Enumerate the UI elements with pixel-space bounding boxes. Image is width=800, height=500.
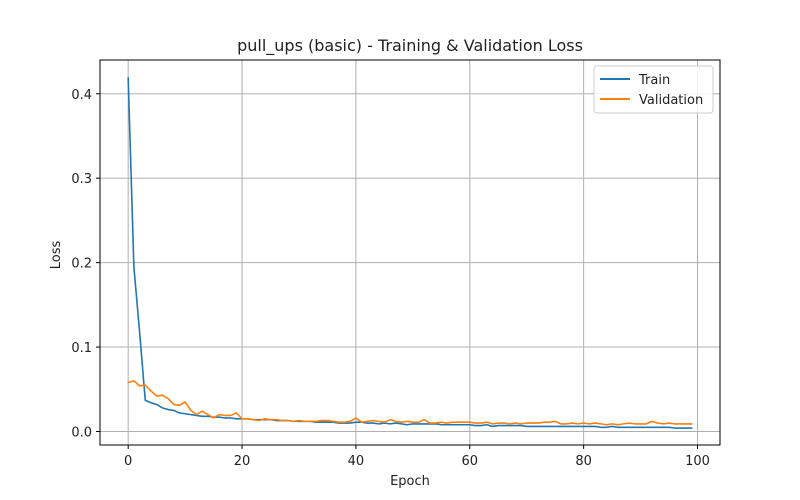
x-tick-label: 0	[124, 454, 132, 469]
y-axis-title: Loss	[49, 241, 64, 270]
x-tick-label: 80	[575, 454, 592, 469]
x-axis: 0 20 40 60 80 100	[124, 445, 710, 469]
y-tick-label: 0.2	[71, 257, 92, 272]
legend-box	[593, 65, 714, 114]
y-tick-label: 0.3	[71, 172, 92, 187]
plot-lines	[127, 76, 693, 429]
x-tick-label: 40	[348, 454, 365, 469]
y-axis: 0.0 0.1 0.2 0.3 0.4	[71, 88, 100, 440]
y-tick-label: 0.4	[71, 88, 92, 103]
y-tick-label: 0.1	[71, 341, 92, 356]
x-tick-label: 20	[234, 454, 251, 469]
legend: Train Validation	[593, 65, 714, 114]
x-tick-label: 100	[685, 454, 710, 469]
chart-title: pull_ups (basic) - Training & Validation…	[237, 36, 583, 56]
x-tick-label: 60	[462, 454, 479, 469]
x-axis-title: Epoch	[390, 474, 430, 489]
legend-label-train: Train	[638, 73, 670, 88]
series-line-validation	[127, 380, 693, 426]
legend-label-validation: Validation	[639, 93, 703, 108]
y-tick-label: 0.0	[71, 425, 92, 440]
series-line-train	[127, 76, 693, 429]
plot-area-frame	[99, 59, 721, 446]
